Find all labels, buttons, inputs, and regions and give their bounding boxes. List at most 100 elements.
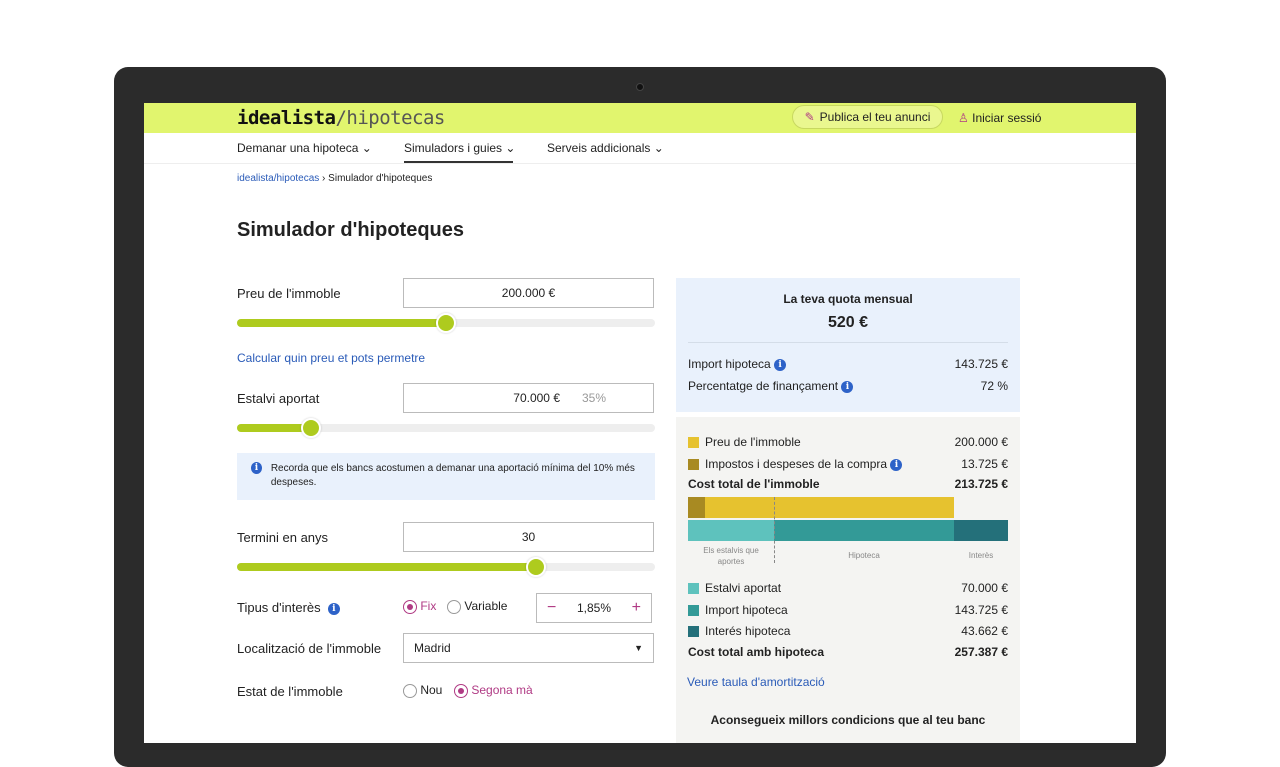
financing-label: Percentatge de finançament [688, 379, 839, 393]
price-slider[interactable] [237, 313, 655, 333]
grand-total-row: Cost total amb hipoteca 257.387 € [688, 645, 1008, 659]
savings-notice: i Recorda que els bancs acostumen a deman… [237, 453, 655, 500]
price-row-value: 200.000 € [954, 435, 1008, 449]
divider [688, 342, 1008, 343]
interest-row: Interés hipoteca 43.662 € [688, 624, 1008, 638]
savings-value: 70.000 € [513, 391, 560, 405]
top-bar: idealista/hipotecas ✎ Publica el teu anun… [144, 103, 1136, 133]
bar-savings [688, 520, 774, 541]
info-icon[interactable]: i [327, 602, 340, 615]
financing-row: Percentatge de finançament i 72 % [688, 379, 1008, 393]
active-tab-underline [404, 161, 513, 163]
radio-new[interactable]: Nou [403, 683, 442, 698]
location-label: Localització de l'immoble [237, 641, 382, 656]
loan-row-label: Import hipoteca [705, 603, 788, 617]
price-value: 200.000 € [501, 286, 556, 300]
interest-row-value: 43.662 € [961, 624, 1008, 638]
monthly-summary: La teva quota mensual 520 € Import hipot… [676, 278, 1020, 412]
radio-button[interactable] [454, 683, 468, 698]
taxes-value: 13.725 € [961, 457, 1008, 471]
rate-value: 1,85% [576, 601, 612, 615]
slider-fill [237, 563, 536, 571]
info-icon[interactable]: i [774, 358, 787, 371]
breadcrumb-home[interactable]: idealista/hipotecas [237, 173, 320, 184]
plus-button[interactable]: + [631, 599, 641, 616]
location-select[interactable]: Madrid ▼ [403, 633, 654, 663]
rate-stepper[interactable]: − 1,85% + [536, 593, 652, 623]
legend-swatch [688, 626, 699, 638]
term-label: Termini en anys [237, 530, 329, 545]
grand-total-value: 257.387 € [954, 645, 1008, 659]
promo-heading: Aconsegueix millors condicions que al te… [710, 713, 986, 727]
breadcrumb-current: Simulador d'hipoteques [328, 173, 433, 184]
browser-screen: idealista/hipotecas ✎ Publica el teu anun… [144, 103, 1136, 743]
dropdown-arrow-icon: ▼ [634, 643, 643, 653]
state-label: Estat de l'immoble [237, 684, 343, 699]
price-label: Preu de l'immoble [237, 286, 341, 301]
logo-main: idealista [237, 107, 336, 129]
publish-label: Publica el teu anunci [819, 110, 931, 124]
minus-button[interactable]: − [547, 599, 557, 616]
financing-value: 72 % [980, 379, 1008, 393]
info-icon[interactable]: i [890, 458, 903, 471]
slider-handle[interactable] [301, 418, 321, 438]
calc-price-link[interactable]: Calcular quin preu et pots permetre [237, 351, 426, 365]
amortization-link[interactable]: Veure taula d'amortització [687, 675, 825, 689]
interest-type-label: Tipus d'interès i [237, 600, 340, 615]
price-row-label: Preu de l'immoble [705, 435, 801, 449]
radio-button[interactable] [403, 599, 417, 614]
bar-taxes [688, 497, 705, 518]
bar-divider [774, 497, 775, 563]
total-row: Cost total de l'immoble 213.725 € [688, 477, 1008, 491]
breadcrumb: idealista/hipotecas › Simulador d'hipote… [237, 173, 433, 184]
slider-handle[interactable] [436, 313, 456, 333]
info-icon: i [251, 462, 262, 474]
nav-serveis[interactable]: Serveis addicionals ⌄ [547, 141, 664, 155]
bar-label-mortgage: Hipoteca [848, 551, 880, 560]
legend-swatch [688, 437, 699, 449]
loan-row-value: 143.725 € [954, 603, 1008, 617]
logo-sub: /hipotecas [335, 107, 445, 129]
page-title: Simulador d'hipoteques [237, 219, 464, 241]
savings-row-value: 70.000 € [961, 581, 1008, 595]
bar-label-interest: Interès [968, 551, 994, 560]
chevron-down-icon: ⌄ [505, 141, 516, 155]
savings-slider[interactable] [237, 418, 655, 438]
legend-swatch [688, 605, 699, 617]
logo[interactable]: idealista/hipotecas [237, 107, 445, 129]
nav-label: Simuladors i guies [404, 141, 503, 155]
nav-label: Serveis addicionals [547, 141, 651, 155]
user-icon: ♙ [958, 111, 969, 125]
loan-row: Import hipoteca i 143.725 € [688, 357, 1008, 371]
info-icon[interactable]: i [841, 380, 854, 393]
radio-button[interactable] [403, 683, 417, 698]
loan-row: Import hipoteca 143.725 € [688, 603, 1008, 617]
price-input[interactable]: 200.000 € [403, 278, 654, 308]
term-slider[interactable] [237, 557, 655, 577]
camera-icon [636, 83, 644, 91]
nav-demanar-hipoteca[interactable]: Demanar una hipoteca ⌄ [237, 141, 372, 155]
radio-button[interactable] [447, 599, 461, 614]
term-input[interactable]: 30 [403, 522, 654, 552]
savings-input[interactable]: 70.000 € 35% [403, 383, 654, 413]
variable-label: Variable [464, 599, 508, 613]
main-nav: Demanar una hipoteca ⌄ Simuladors i guie… [144, 133, 1136, 164]
new-label: Nou [420, 683, 443, 697]
second-hand-label: Segona mà [471, 683, 533, 697]
savings-row: Estalvi aportat 70.000 € [688, 581, 1008, 595]
radio-second-hand[interactable]: Segona mà [454, 683, 533, 698]
bar-interest [954, 520, 1008, 541]
nav-simuladors[interactable]: Simuladors i guies ⌄ [404, 141, 515, 155]
savings-label: Estalvi aportat [237, 391, 320, 406]
slider-handle[interactable] [526, 557, 546, 577]
login-link[interactable]: ♙ Iniciar sessió [958, 111, 1041, 125]
publish-ad-button[interactable]: ✎ Publica el teu anunci [792, 105, 943, 129]
term-value: 30 [521, 530, 536, 544]
savings-percent: 35% [582, 391, 607, 405]
radio-variable[interactable]: Variable [447, 599, 507, 614]
loan-label: Import hipoteca [688, 357, 771, 371]
savings-row-label: Estalvi aportat [705, 581, 782, 595]
interest-row-label: Interés hipoteca [705, 624, 791, 638]
price-row: Preu de l'immoble 200.000 € [688, 435, 1008, 449]
radio-fixed[interactable]: Fix [403, 599, 436, 614]
